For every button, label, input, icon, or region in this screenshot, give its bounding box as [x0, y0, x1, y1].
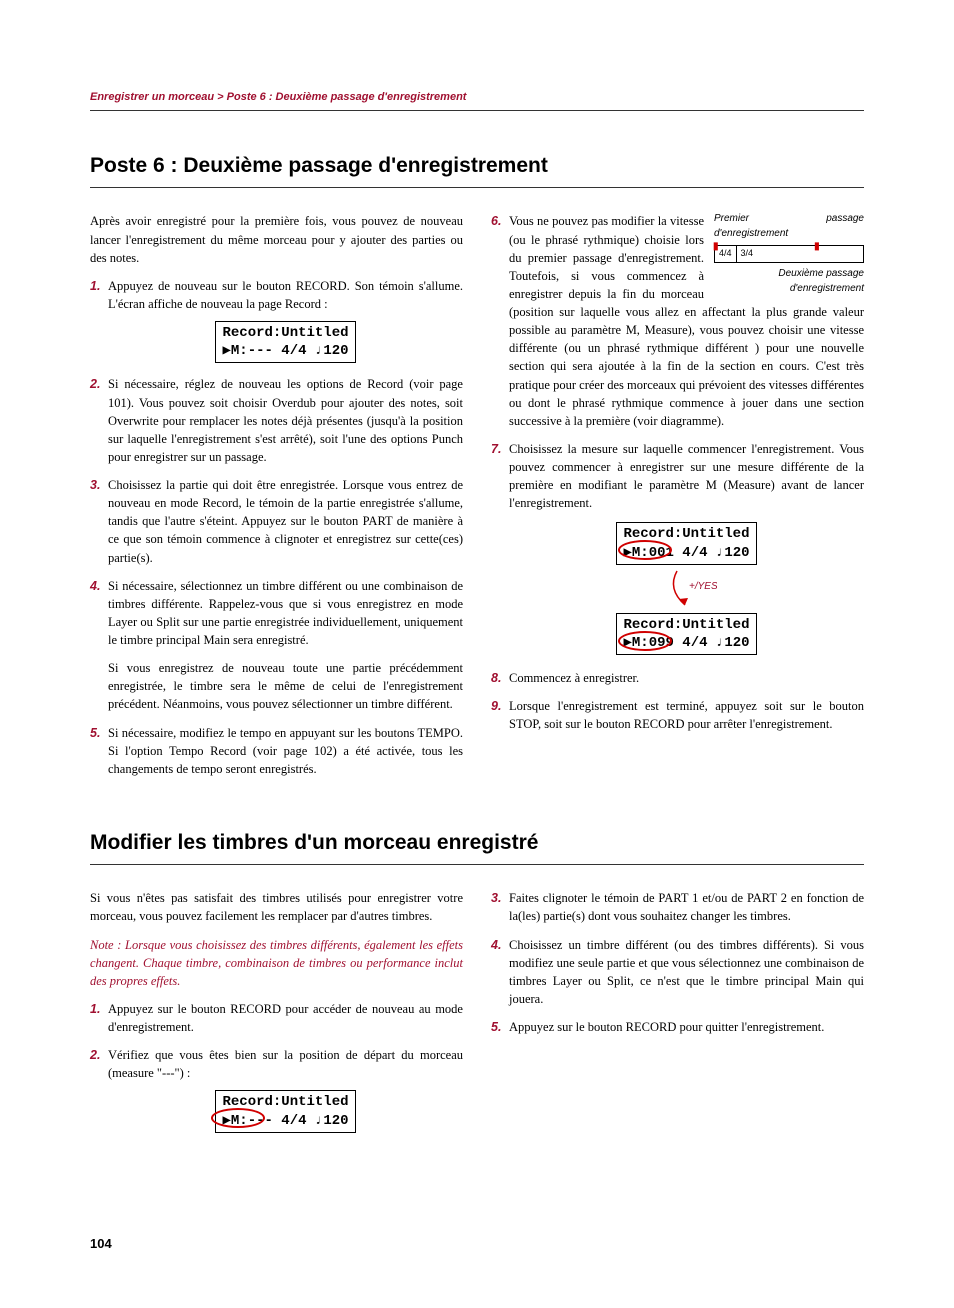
step-num: 2.	[90, 1046, 100, 1064]
step-text: Appuyez sur le bouton RECORD pour accéde…	[108, 1002, 463, 1034]
step-text: Choisissez un timbre différent (ou des t…	[509, 938, 864, 1006]
breadcrumb-section: Enregistrer un morceau	[90, 91, 214, 103]
breadcrumb-page: Poste 6 : Deuxième passage d'enregistrem…	[227, 91, 467, 103]
diagram-cell: 3/4	[737, 246, 863, 262]
step-2: 2. Si nécessaire, réglez de nouveau les o…	[90, 375, 463, 466]
step-text: Vérifiez que vous êtes bien sur la posit…	[108, 1048, 463, 1080]
lcd-display-3: Record:Untitled ▶M:099 4/4 ♩120	[616, 613, 756, 655]
diagram-title-2: Deuxième passage d'enregistrement	[714, 267, 864, 296]
intro-a: Après avoir enregistré pour la première …	[90, 212, 463, 266]
step-text: Appuyez sur le bouton RECORD pour quitte…	[509, 1020, 824, 1034]
step-num: 2.	[90, 375, 100, 393]
heading-modifier: Modifier les timbres d'un morceau enregi…	[90, 828, 864, 865]
step-text: Si nécessaire, réglez de nouveau les opt…	[108, 377, 463, 464]
diagram-bar: ▮ 4/4 ▮ 3/4	[714, 245, 864, 263]
col-left-a: Après avoir enregistré pour la première …	[90, 212, 463, 788]
lcd-line: Record:Untitled	[623, 616, 749, 634]
col-right-a: 6. Premier passage d'enregistrement ▮ 4/…	[491, 212, 864, 788]
step-9: 9. Lorsque l'enregistrement est terminé, …	[491, 697, 864, 733]
step-num: 9.	[491, 697, 501, 715]
step-text: Appuyez de nouveau sur le bouton RECORD.…	[108, 279, 463, 311]
lcd-display-2: Record:Untitled ▶M:001 4/4 ♩120	[616, 522, 756, 564]
step-6: 6. Premier passage d'enregistrement ▮ 4/…	[491, 212, 864, 430]
heading-poste6: Poste 6 : Deuxième passage d'enregistrem…	[90, 151, 864, 188]
lcd-line: Record:Untitled	[623, 525, 749, 543]
step-num: 8.	[491, 669, 501, 687]
step-num: 4.	[491, 936, 501, 954]
step-num: 1.	[90, 277, 100, 295]
lcd-display-4: Record:Untitled ▶M:--- 4/4 ♩120	[215, 1090, 355, 1132]
step-b1: 1. Appuyez sur le bouton RECORD pour accé…	[90, 1000, 463, 1036]
page-number: 104	[90, 1235, 864, 1254]
lcd-line: ▶M:--- 4/4 ♩120	[222, 342, 348, 360]
step-text: Si nécessaire, modifiez le tempo en appu…	[108, 726, 463, 776]
step-5: 5. Si nécessaire, modifiez le tempo en ap…	[90, 724, 463, 778]
arrow-down-icon: +/YES	[657, 569, 717, 609]
step-text: Choisissez la partie qui doit être enreg…	[108, 478, 463, 565]
step-num: 3.	[491, 889, 501, 907]
step-num: 6.	[491, 212, 501, 230]
lcd-display-1: Record:Untitled ▶M:--- 4/4 ♩120	[215, 321, 355, 363]
step-1: 1. Appuyez de nouveau sur le bouton RECO…	[90, 277, 463, 364]
step-num: 5.	[491, 1018, 501, 1036]
step-b3: 3. Faites clignoter le témoin de PART 1 e…	[491, 889, 864, 925]
step-num: 1.	[90, 1000, 100, 1018]
col-left-b: Si vous n'êtes pas satisfait des timbres…	[90, 889, 463, 1145]
lcd-line: ▶M:001 4/4 ♩120	[623, 544, 749, 562]
tick-icon: ▮	[814, 240, 820, 255]
lcd-line: Record:Untitled	[222, 324, 348, 342]
step-8: 8. Commencez à enregistrer.	[491, 669, 864, 687]
step-text: Faites clignoter le témoin de PART 1 et/…	[509, 891, 864, 923]
col-right-b: 3. Faites clignoter le témoin de PART 1 e…	[491, 889, 864, 1145]
step-num: 7.	[491, 440, 501, 458]
pass-diagram: Premier passage d'enregistrement ▮ 4/4 ▮…	[714, 212, 864, 296]
breadcrumb-sep: >	[214, 91, 227, 103]
note-b: Note : Lorsque vous choisissez des timbr…	[90, 936, 463, 990]
section-b-columns: Si vous n'êtes pas satisfait des timbres…	[90, 889, 864, 1145]
section-a-columns: Après avoir enregistré pour la première …	[90, 212, 864, 788]
step-text-cont: Si vous enregistrez de nouveau toute une…	[108, 659, 463, 713]
step-num: 5.	[90, 724, 100, 742]
step-text: Choisissez la mesure sur laquelle commen…	[509, 442, 864, 510]
breadcrumb: Enregistrer un morceau > Poste 6 : Deuxi…	[90, 90, 864, 111]
lcd-line: ▶M:--- 4/4 ♩120	[222, 1112, 348, 1130]
step-4: 4. Si nécessaire, sélectionnez un timbre…	[90, 577, 463, 714]
step-num: 3.	[90, 476, 100, 494]
lcd-line: ▶M:099 4/4 ♩120	[623, 634, 749, 652]
step-b4: 4. Choisissez un timbre différent (ou des…	[491, 936, 864, 1009]
step-b5: 5. Appuyez sur le bouton RECORD pour quit…	[491, 1018, 864, 1036]
step-text: Lorsque l'enregistrement est terminé, ap…	[509, 699, 864, 731]
step-7: 7. Choisissez la mesure sur laquelle com…	[491, 440, 864, 655]
step-num: 4.	[90, 577, 100, 595]
step-text: Si nécessaire, sélectionnez un timbre di…	[108, 579, 463, 647]
step-3: 3. Choisissez la partie qui doit être enr…	[90, 476, 463, 567]
step-text: Commencez à enregistrer.	[509, 671, 639, 685]
intro-b: Si vous n'êtes pas satisfait des timbres…	[90, 889, 463, 925]
tick-icon: ▮	[713, 240, 719, 255]
step-b2: 2. Vérifiez que vous êtes bien sur la po…	[90, 1046, 463, 1133]
diagram-title-1: Premier passage d'enregistrement	[714, 212, 864, 241]
yes-label: +/YES	[689, 581, 717, 592]
lcd-line: Record:Untitled	[222, 1093, 348, 1111]
